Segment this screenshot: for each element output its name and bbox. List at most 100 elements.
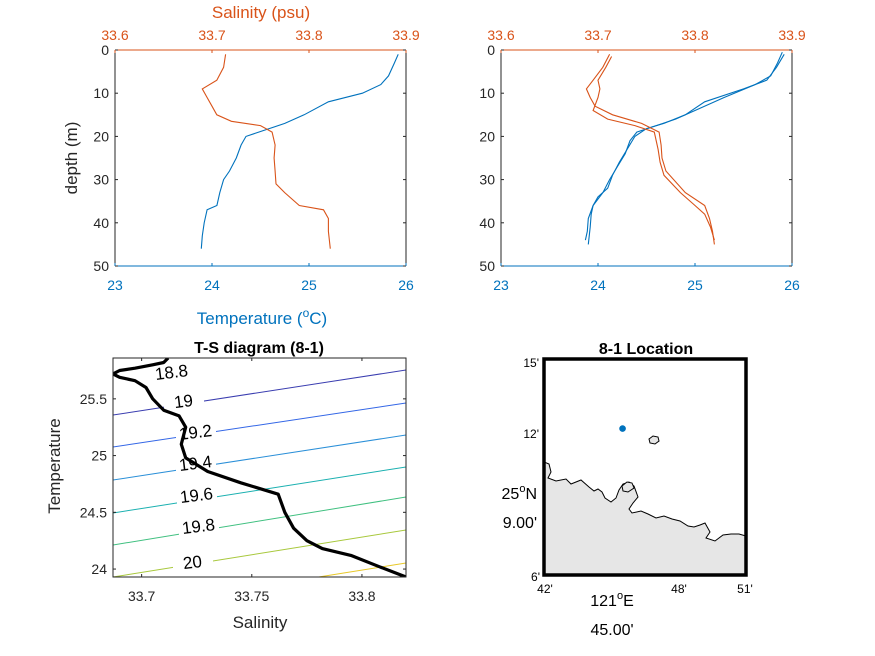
plot-area: [115, 50, 406, 266]
x-tick-label-salinity: 33.9: [392, 27, 419, 43]
x-tick-label-temperature: 23: [493, 277, 509, 293]
x-tick-label-temperature: 23: [107, 277, 123, 293]
lon-tick-51: 51': [737, 582, 753, 596]
x-tick-label-temperature: 24: [204, 277, 220, 293]
profile-series-group: [584, 51, 785, 245]
temperature-profile-line: [200, 54, 399, 249]
ts-y-tick-label: 25: [91, 448, 107, 464]
lat-minutes-label: 9.00': [503, 515, 537, 532]
ts-x-axis-label: Salinity: [233, 613, 288, 632]
density-contour-line: [113, 496, 406, 546]
contour-label: 19: [173, 391, 194, 412]
x-tick-label-salinity: 33.9: [778, 27, 805, 43]
x-tick-label-temperature: 26: [398, 277, 414, 293]
x-tick-label-salinity: 33.7: [584, 27, 611, 43]
map-land-group: [544, 425, 746, 575]
x-axis-label-temperature: Temperature (oC): [197, 306, 327, 328]
x-tick-label-salinity: 33.7: [198, 27, 225, 43]
y-axis-label: depth (m): [62, 122, 81, 195]
salinity-profile-line: [201, 54, 331, 249]
contour-label: 19.6: [179, 484, 214, 507]
density-contour-line: [113, 402, 406, 448]
profile-panel-left: 0 10 20 30 40 50 23 24 25 26 33.6 33.7 33.8 33.9 dept…: [62, 3, 420, 328]
ts-y-tick-label: 24.5: [80, 504, 107, 520]
lon-degree-suffix: E: [623, 593, 634, 610]
contour-label-background: [177, 487, 217, 505]
plot-area: [113, 358, 406, 577]
contour-label: 19.8: [181, 515, 216, 538]
y-tick-label: 50: [479, 258, 495, 274]
density-contour-line: [113, 529, 406, 577]
degree-superscript: o: [303, 306, 310, 320]
lon-tick-48: 48': [671, 582, 687, 596]
lat-degree-value: 25: [502, 486, 520, 503]
contour-label-background: [152, 364, 192, 382]
x-tick-label-salinity: 33.6: [101, 27, 128, 43]
lat-tick-6: 6': [531, 570, 540, 584]
tick-group: 33.7 33.75 33.8 24 24.5 25 25.5: [80, 358, 406, 604]
y-tick-label: 10: [93, 85, 109, 101]
ts-y-axis-label: Temperature: [45, 418, 64, 513]
y-tick-label: 0: [487, 42, 495, 58]
contour-label: 18.8: [154, 361, 189, 384]
map-frame: [542, 357, 748, 577]
x-tick-label-temperature: 25: [687, 277, 703, 293]
y-tick-label: 10: [479, 85, 495, 101]
coastline-land: [544, 461, 746, 575]
y-tick-label: 20: [479, 128, 495, 144]
lon-degree-value: 121: [590, 593, 617, 610]
x-tick-label-temperature: 25: [301, 277, 317, 293]
x-tick-label-salinity: 33.6: [487, 27, 514, 43]
y-tick-label: 0: [101, 42, 109, 58]
station-marker: [619, 425, 626, 432]
temperature-label-text: Temperature (: [197, 309, 303, 328]
tick-group: 0 10 20 30 40 50 23 24 25 26 33.6 33.7 33.8 33.9: [479, 27, 805, 293]
map-title: 8-1 Location: [599, 341, 693, 358]
lat-degree-label: 25oN: [502, 483, 537, 503]
lat-degree-suffix: N: [525, 486, 537, 503]
lat-tick-15: 15': [523, 356, 539, 370]
temperature-profile-line: [584, 54, 785, 241]
axes-box: [112, 357, 407, 578]
density-contour-line: [315, 562, 406, 577]
islet: [621, 481, 635, 493]
plot-area: [501, 50, 792, 266]
ts-x-tick-label: 33.7: [128, 588, 155, 604]
x-axis-label-salinity: Salinity (psu): [212, 3, 310, 22]
lat-degree-sup: o: [519, 483, 525, 495]
islet: [648, 435, 660, 445]
ts-curve: [113, 358, 406, 577]
lon-minutes-label: 45.00': [590, 622, 633, 639]
ts-x-tick-label: 33.75: [234, 588, 269, 604]
profile-panel-right: 0 10 20 30 40 50 23 24 25 26 33.6 33.7 33.8 33.9: [479, 27, 805, 293]
y-tick-label: 20: [93, 128, 109, 144]
ts-y-tick-label: 25.5: [80, 391, 107, 407]
lon-degree-label: 121oE: [590, 590, 634, 610]
x-tick-label-temperature: 24: [590, 277, 606, 293]
ts-series-group: [113, 358, 406, 577]
contour-label: 20: [182, 552, 203, 573]
ts-x-tick-label: 33.8: [348, 588, 375, 604]
salinity-profile-line: [585, 54, 715, 245]
salinity-profile-line: [592, 56, 715, 241]
ts-title: T-S diagram (8-1): [194, 340, 324, 357]
contour-label-background: [164, 393, 204, 411]
profile-series-group: [200, 54, 399, 249]
x-tick-label-temperature: 26: [784, 277, 800, 293]
lat-tick-12: 12': [523, 427, 539, 441]
lon-tick-42: 42': [537, 582, 553, 596]
density-contour-line: [113, 434, 406, 481]
y-tick-label: 30: [93, 172, 109, 188]
contour-label-background: [173, 554, 213, 572]
y-tick-label: 30: [479, 172, 495, 188]
y-tick-label: 50: [93, 258, 109, 274]
contour-label-background: [179, 518, 219, 536]
tick-group: 0 10 20 30 40 50 23 24 25 26 33.6 33.7 33.8 33.9: [93, 27, 419, 293]
ts-y-tick-label: 24: [91, 561, 107, 577]
y-tick-label: 40: [93, 215, 109, 231]
x-tick-label-salinity: 33.8: [295, 27, 322, 43]
location-map-panel: 8-1 Location 15' 12' 25oN 9.00' 6' 42' 1…: [502, 341, 753, 639]
